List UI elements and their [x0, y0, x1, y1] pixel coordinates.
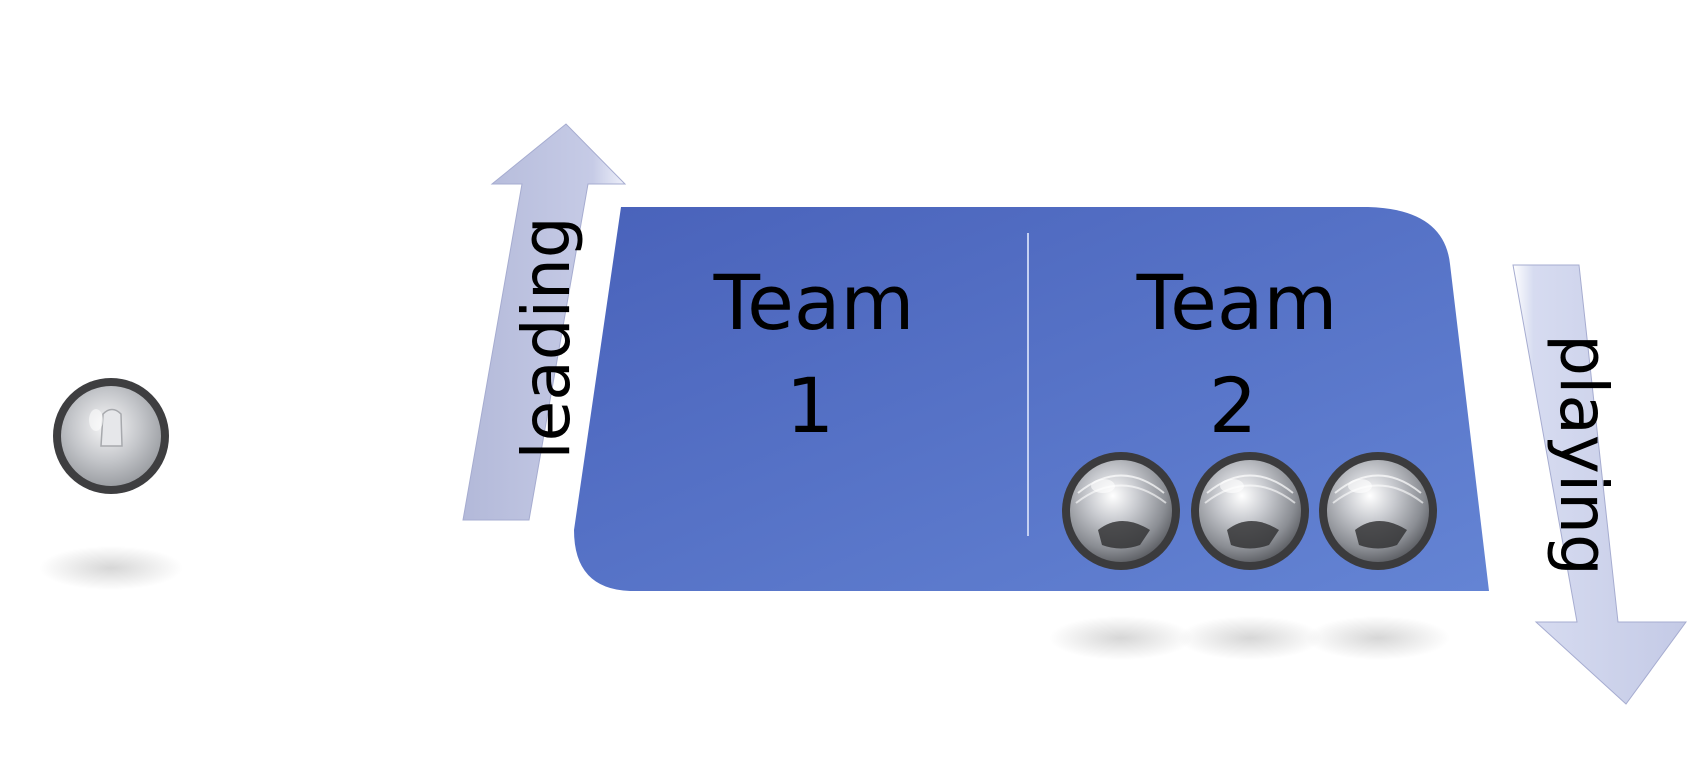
arrow-up-icon: [462, 123, 627, 521]
jack-ball-icon: [53, 378, 169, 494]
arrow-down-icon: [1512, 264, 1687, 705]
team1-label-line2: 1: [786, 361, 834, 450]
boule-icon: [1319, 452, 1437, 570]
boule-icon: [1191, 452, 1309, 570]
boule-icon: [1062, 452, 1180, 570]
ball-shadow: [1178, 616, 1322, 660]
arrow-down-label: playing: [1545, 334, 1622, 576]
jack-shadow: [39, 546, 183, 590]
arrow-up-label: leading: [508, 216, 585, 459]
team2-label-line1: Team: [1136, 258, 1338, 347]
team2-label-line2: 2: [1209, 361, 1257, 450]
ball-shadow: [1049, 616, 1193, 660]
team1-label-line1: Team: [713, 258, 915, 347]
ball-shadow: [1306, 616, 1450, 660]
